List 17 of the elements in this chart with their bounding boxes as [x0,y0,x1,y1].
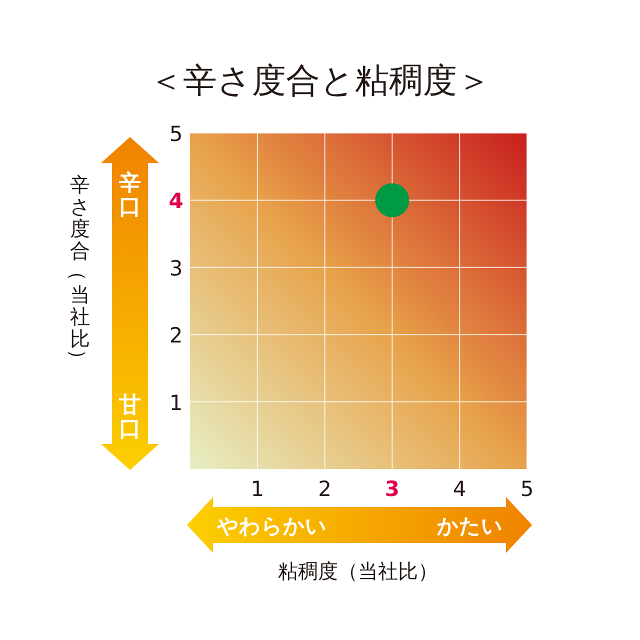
title: ＜辛さ度合と粘稠度＞ [149,61,491,101]
y-tick-label: 3 [169,256,183,280]
y-tick-label: 2 [169,324,183,348]
x-tick-label: 3 [384,477,400,501]
y-axis-title: 辛さ度合（当社比） [66,172,91,369]
x-tick-label: 5 [520,477,534,501]
x-tick-label: 2 [318,477,332,501]
x-tick-label: 4 [452,477,466,501]
y-tick-label: 4 [168,189,184,214]
text: 甘口 [118,393,141,442]
text: 辛口 [118,170,141,220]
text: かたい [436,514,503,538]
y-tick-label: 5 [169,122,183,146]
y-tick-label: 1 [169,390,183,415]
x-tick-label: 1 [250,477,264,501]
text: やわらかい [216,514,327,538]
x-axis-title: 粘稠度（当社比） [278,559,438,583]
